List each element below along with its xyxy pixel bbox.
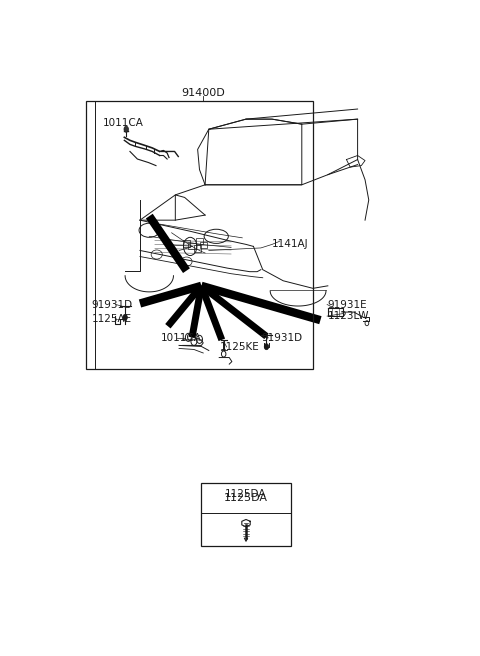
Bar [183, 240, 190, 247]
Text: 1125DA: 1125DA [224, 493, 268, 503]
Bar [86, 102, 313, 369]
Bar [202, 483, 290, 546]
Bar [194, 245, 202, 252]
Text: 1125AE: 1125AE [92, 314, 132, 324]
Bar [200, 242, 207, 249]
Text: 91931D: 91931D [261, 333, 302, 343]
Text: 1123LW: 1123LW [328, 311, 369, 321]
Text: 1125DA: 1125DA [225, 489, 267, 499]
Text: 91931D: 91931D [92, 300, 133, 310]
Circle shape [264, 344, 269, 350]
Text: 1141AJ: 1141AJ [272, 239, 309, 249]
Text: 1011CA: 1011CA [160, 333, 201, 343]
Text: 91400D: 91400D [181, 88, 225, 98]
Circle shape [124, 126, 129, 133]
Circle shape [123, 314, 127, 320]
Text: 1011CA: 1011CA [103, 118, 144, 128]
Text: 91931E: 91931E [328, 300, 368, 310]
Text: 1125KE: 1125KE [220, 342, 260, 352]
Bar [188, 243, 196, 249]
Bar [196, 238, 203, 245]
